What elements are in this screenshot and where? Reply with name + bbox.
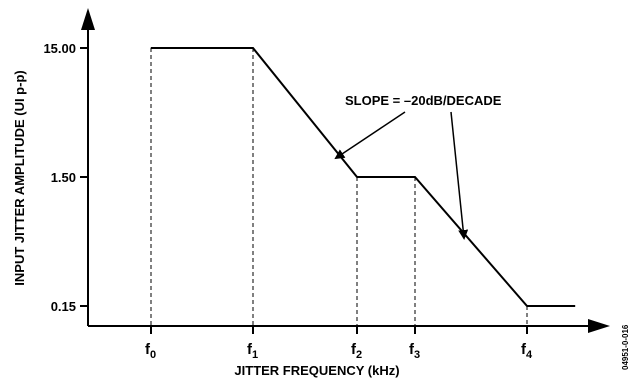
x-axis (88, 319, 610, 333)
data-point (526, 305, 528, 307)
data-point (252, 47, 254, 49)
x-axis-arrow (588, 319, 610, 333)
y-tick-label: 1.50 (51, 170, 76, 185)
y-axis-label: INPUT JITTER AMPLITUDE (UI p-p) (12, 70, 27, 285)
slope-annotation: SLOPE = –20dB/DECADE (345, 93, 502, 108)
series-layer (150, 47, 576, 307)
y-ticks: 15.00 1.50 0.15 (43, 41, 88, 314)
x-tick-label: f2 (351, 341, 362, 361)
x-tick-label: f0 (145, 341, 156, 361)
x-ticks: f0 f1 f2 f3 f4 (145, 326, 533, 361)
y-tick-label: 0.15 (51, 299, 76, 314)
x-tick-label: f3 (409, 341, 420, 361)
annotation-arrow-2 (450, 111, 469, 240)
x-axis-label: JITTER FREQUENCY (kHz) (234, 363, 399, 378)
annotation-arrow-1 (334, 111, 406, 160)
data-point (414, 176, 416, 178)
y-axis (81, 8, 95, 326)
drop-lines (150, 48, 528, 326)
figure-id: 04951-0-016 (621, 324, 630, 370)
y-axis-arrow (81, 8, 95, 30)
data-point (574, 305, 576, 307)
x-tick-label: f4 (521, 341, 533, 361)
data-point (356, 176, 358, 178)
y-tick-label: 15.00 (43, 41, 76, 56)
x-tick-label: f1 (247, 341, 258, 361)
jitter-tolerance-line (151, 47, 575, 307)
data-point (150, 47, 152, 49)
